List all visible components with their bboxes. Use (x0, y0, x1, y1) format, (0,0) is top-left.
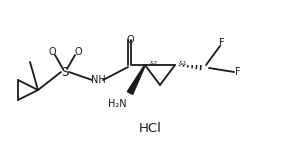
Text: O: O (48, 47, 56, 57)
Text: O: O (126, 35, 134, 45)
Text: O: O (74, 47, 82, 57)
Text: S: S (61, 66, 69, 78)
Polygon shape (127, 65, 145, 94)
Text: NH: NH (91, 75, 105, 85)
Text: &1: &1 (179, 61, 188, 66)
Text: F: F (235, 67, 241, 77)
Text: HCl: HCl (138, 122, 161, 135)
Text: H₂N: H₂N (108, 99, 127, 109)
Text: &1: &1 (150, 61, 159, 66)
Text: F: F (219, 38, 225, 48)
